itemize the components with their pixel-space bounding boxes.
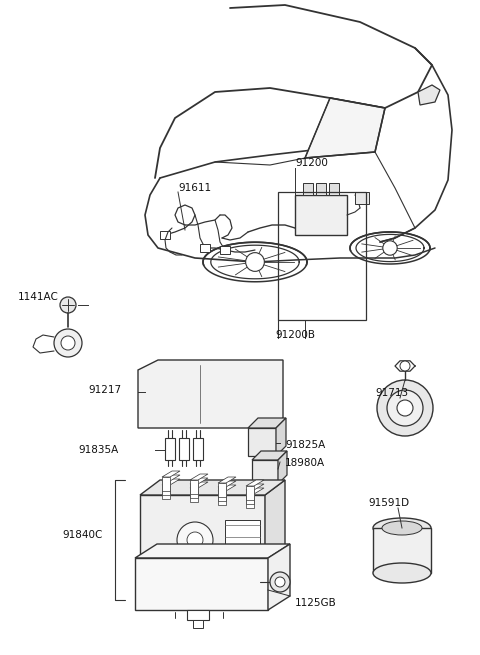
- Bar: [329, 183, 339, 195]
- Circle shape: [246, 253, 264, 271]
- Bar: [200, 244, 210, 252]
- Bar: [248, 428, 276, 456]
- Circle shape: [275, 577, 285, 587]
- Ellipse shape: [373, 518, 431, 538]
- Polygon shape: [268, 544, 290, 610]
- Ellipse shape: [373, 563, 431, 583]
- Bar: [246, 490, 254, 504]
- Polygon shape: [265, 480, 285, 570]
- Bar: [190, 480, 198, 494]
- Circle shape: [61, 336, 75, 350]
- Polygon shape: [246, 480, 264, 486]
- Bar: [187, 610, 209, 620]
- Bar: [190, 484, 198, 498]
- Text: 91825A: 91825A: [285, 440, 325, 450]
- Text: 91840C: 91840C: [62, 530, 102, 540]
- Bar: [190, 488, 198, 502]
- Bar: [193, 620, 203, 628]
- Bar: [295, 195, 347, 235]
- Polygon shape: [278, 451, 287, 484]
- Circle shape: [377, 380, 433, 436]
- Bar: [135, 558, 268, 610]
- Polygon shape: [140, 480, 285, 495]
- Bar: [218, 487, 226, 501]
- Circle shape: [383, 241, 397, 255]
- Circle shape: [187, 532, 203, 548]
- Polygon shape: [252, 451, 287, 460]
- Bar: [193, 438, 203, 460]
- Bar: [246, 486, 254, 500]
- Bar: [162, 477, 170, 491]
- Bar: [225, 520, 260, 565]
- Polygon shape: [135, 544, 290, 558]
- Polygon shape: [138, 360, 283, 428]
- Bar: [160, 231, 170, 239]
- Text: 18980A: 18980A: [285, 458, 325, 468]
- Circle shape: [400, 361, 410, 371]
- Polygon shape: [248, 418, 286, 428]
- Circle shape: [387, 390, 423, 426]
- Bar: [162, 485, 170, 499]
- Text: 91217: 91217: [88, 385, 121, 395]
- Bar: [316, 183, 326, 195]
- Text: 91200B: 91200B: [275, 330, 315, 340]
- Polygon shape: [276, 418, 286, 456]
- Polygon shape: [218, 481, 236, 487]
- Bar: [278, 192, 366, 320]
- Bar: [140, 495, 265, 570]
- Bar: [252, 460, 278, 484]
- Bar: [218, 491, 226, 505]
- Polygon shape: [162, 471, 180, 477]
- Bar: [162, 481, 170, 495]
- Text: 1141AC: 1141AC: [18, 292, 59, 302]
- Polygon shape: [246, 484, 264, 490]
- Circle shape: [54, 329, 82, 357]
- Bar: [218, 483, 226, 497]
- Polygon shape: [162, 475, 180, 481]
- Polygon shape: [246, 488, 264, 494]
- Circle shape: [60, 297, 76, 313]
- Polygon shape: [190, 478, 208, 484]
- Text: 91200: 91200: [295, 158, 328, 168]
- Polygon shape: [162, 479, 180, 485]
- Text: 91591D: 91591D: [368, 498, 409, 508]
- Polygon shape: [190, 482, 208, 488]
- Circle shape: [397, 400, 413, 416]
- Bar: [179, 438, 189, 460]
- Bar: [303, 183, 313, 195]
- Text: 1125GB: 1125GB: [295, 598, 337, 608]
- Polygon shape: [418, 85, 440, 105]
- Circle shape: [177, 522, 213, 558]
- Bar: [246, 494, 254, 508]
- Text: 91611: 91611: [178, 183, 211, 193]
- Text: 91713: 91713: [375, 388, 408, 398]
- Polygon shape: [218, 477, 236, 483]
- Polygon shape: [218, 485, 236, 491]
- Bar: [220, 246, 230, 254]
- Circle shape: [270, 572, 290, 592]
- Polygon shape: [190, 474, 208, 480]
- Bar: [373, 528, 431, 573]
- Text: 91835A: 91835A: [78, 445, 118, 455]
- Bar: [355, 192, 369, 204]
- Polygon shape: [305, 98, 385, 158]
- Bar: [165, 438, 175, 460]
- Ellipse shape: [382, 521, 422, 535]
